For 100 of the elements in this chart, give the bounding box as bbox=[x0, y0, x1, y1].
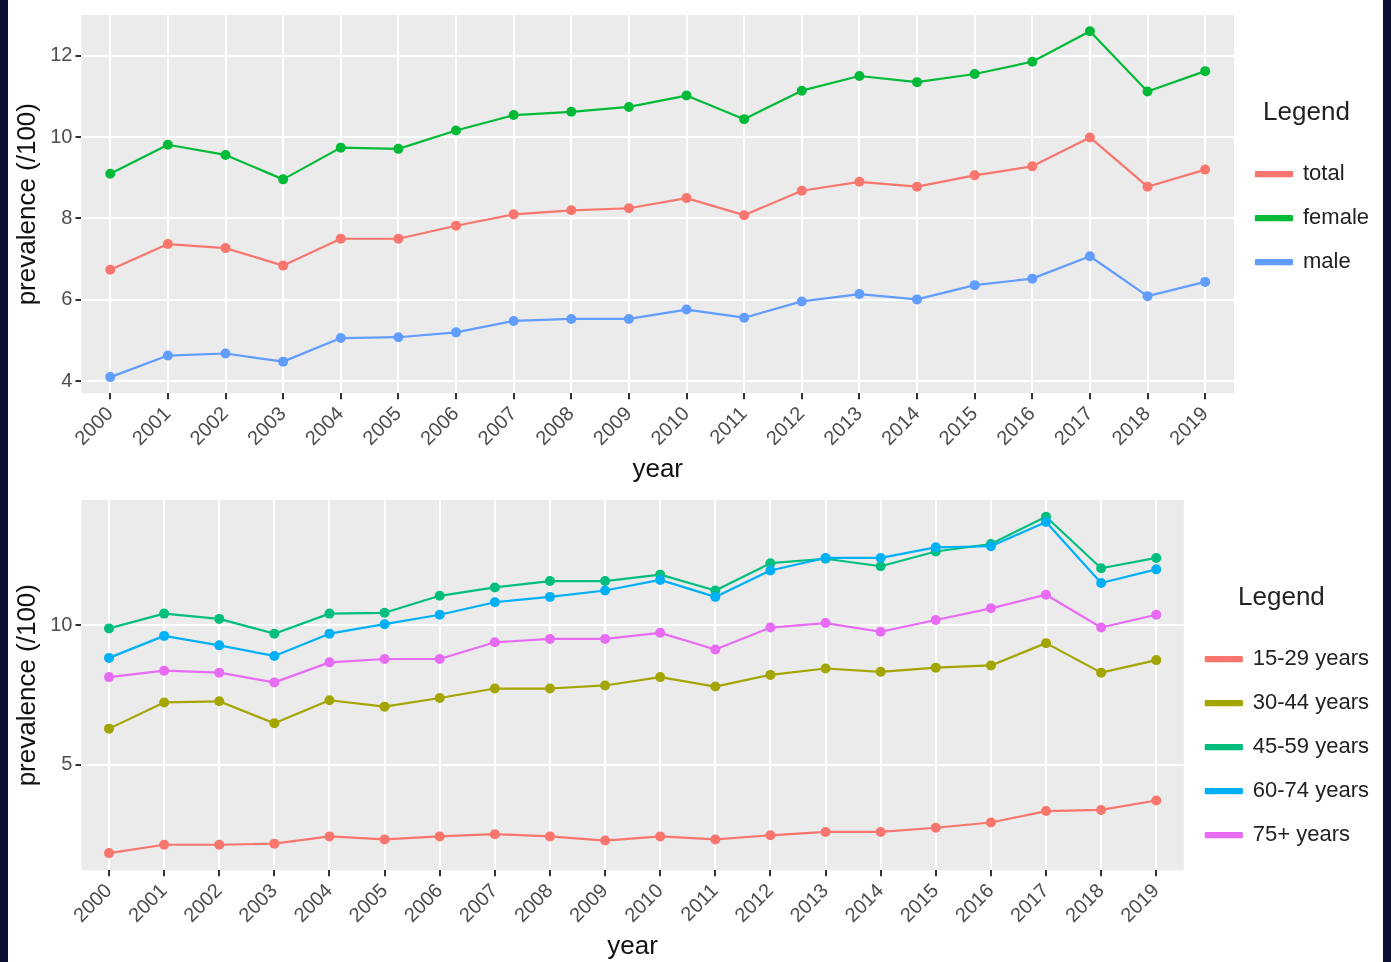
point bbox=[159, 630, 170, 641]
point bbox=[600, 585, 611, 596]
y-tick-label: 5 bbox=[61, 752, 73, 775]
point bbox=[930, 662, 941, 673]
point bbox=[434, 692, 445, 703]
point bbox=[820, 663, 831, 674]
point bbox=[623, 203, 634, 214]
point bbox=[159, 665, 170, 676]
point bbox=[1200, 66, 1211, 77]
point bbox=[214, 696, 225, 707]
point bbox=[324, 831, 335, 842]
point bbox=[969, 68, 980, 79]
point bbox=[508, 209, 519, 220]
point bbox=[765, 622, 776, 633]
legend-title: Legend bbox=[1263, 96, 1350, 127]
point bbox=[796, 296, 807, 307]
point bbox=[600, 680, 611, 691]
y-axis-title: prevalence (/100) bbox=[10, 103, 41, 306]
point bbox=[930, 822, 941, 833]
y-tick-label: 6 bbox=[61, 287, 73, 310]
point bbox=[1027, 273, 1038, 284]
point bbox=[393, 332, 404, 343]
point bbox=[710, 644, 721, 655]
point bbox=[1041, 638, 1052, 649]
point bbox=[985, 660, 996, 671]
point bbox=[1041, 517, 1052, 527]
point bbox=[489, 683, 500, 694]
point bbox=[489, 597, 500, 608]
x-axis-title: year bbox=[632, 452, 684, 483]
point bbox=[1096, 667, 1107, 678]
point bbox=[393, 233, 404, 244]
point bbox=[1027, 56, 1038, 67]
point bbox=[566, 106, 577, 117]
point bbox=[912, 181, 923, 192]
point bbox=[765, 830, 776, 841]
point bbox=[681, 90, 692, 101]
point bbox=[765, 565, 776, 576]
point bbox=[379, 834, 390, 845]
point bbox=[765, 669, 776, 680]
point bbox=[912, 77, 923, 88]
point bbox=[820, 826, 831, 837]
point bbox=[875, 552, 886, 563]
point bbox=[451, 220, 462, 231]
point bbox=[1041, 589, 1052, 600]
point bbox=[623, 313, 634, 324]
y-tick-label: 12 bbox=[50, 43, 73, 66]
y-axis-title: prevalence (/100) bbox=[10, 584, 41, 787]
point bbox=[739, 210, 750, 221]
point bbox=[655, 574, 666, 585]
point bbox=[159, 697, 170, 708]
point bbox=[1142, 86, 1153, 97]
point bbox=[1151, 655, 1162, 666]
point bbox=[324, 695, 335, 706]
point bbox=[162, 239, 173, 250]
point bbox=[105, 372, 116, 383]
legend-label: 75+ years bbox=[1252, 821, 1351, 847]
point bbox=[220, 243, 231, 254]
point bbox=[854, 176, 865, 187]
point bbox=[214, 640, 225, 651]
legend-label: 15-29 years bbox=[1252, 645, 1370, 671]
point bbox=[681, 304, 692, 315]
point bbox=[335, 333, 346, 344]
point bbox=[875, 826, 886, 837]
point bbox=[451, 125, 462, 136]
point bbox=[655, 831, 666, 842]
point bbox=[269, 628, 280, 639]
point bbox=[162, 350, 173, 361]
point bbox=[214, 839, 225, 850]
point bbox=[104, 623, 115, 634]
point bbox=[220, 348, 231, 359]
point bbox=[159, 608, 170, 619]
point bbox=[1200, 164, 1211, 175]
point bbox=[451, 327, 462, 338]
point bbox=[566, 313, 577, 324]
y-tick-label: 10 bbox=[50, 124, 73, 147]
point bbox=[379, 607, 390, 618]
point bbox=[1151, 552, 1162, 563]
point bbox=[508, 110, 519, 121]
point bbox=[379, 701, 390, 712]
point bbox=[710, 591, 721, 602]
point bbox=[1096, 577, 1107, 588]
point bbox=[508, 315, 519, 326]
point bbox=[1151, 609, 1162, 620]
point bbox=[796, 185, 807, 196]
point bbox=[379, 654, 390, 665]
point bbox=[104, 672, 115, 683]
point bbox=[875, 626, 886, 637]
point bbox=[854, 71, 865, 82]
point bbox=[393, 143, 404, 154]
point bbox=[600, 576, 611, 587]
point bbox=[269, 838, 280, 849]
point bbox=[162, 139, 173, 150]
point bbox=[335, 233, 346, 244]
point bbox=[1084, 26, 1095, 37]
point bbox=[739, 312, 750, 323]
point bbox=[1142, 291, 1153, 302]
point bbox=[335, 142, 346, 153]
point bbox=[600, 835, 611, 846]
point bbox=[434, 590, 445, 601]
point bbox=[1151, 795, 1162, 806]
